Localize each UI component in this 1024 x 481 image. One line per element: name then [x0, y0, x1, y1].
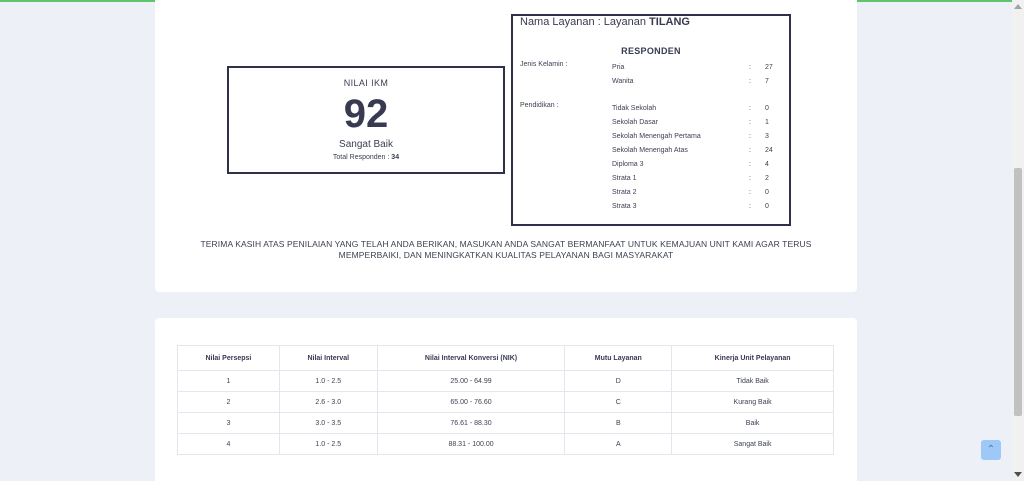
ikm-total-respondents: Total Responden : 34 — [229, 154, 503, 161]
scroll-up-arrow-icon[interactable] — [1014, 4, 1022, 9]
header-nik: Nilai Interval Konversi (NIK) — [376, 345, 566, 371]
education-row: Diploma 3 : 4 — [612, 161, 769, 168]
education-row: Tidak Sekolah : 0 — [612, 105, 769, 112]
gender-row: Pria : 27 — [612, 64, 773, 71]
ikm-title: NILAI IKM — [343, 78, 389, 88]
service-name-value: TILANG — [649, 16, 690, 28]
ikm-value: 92 — [343, 92, 389, 136]
gender-row: Wanita : 7 — [612, 78, 769, 85]
header-nilai-interval: Nilai Interval — [278, 345, 378, 371]
page-scrollbar[interactable] — [1012, 0, 1024, 481]
table-row: 4 1.0 - 2.5 88.31 - 100.00 A Sangat Baik — [177, 433, 834, 455]
gender-label: Jenis Kelamin : — [520, 61, 568, 68]
table-row: 3 3.0 - 3.5 76.61 - 88.30 B Baik — [177, 412, 834, 434]
thank-you-message: TERIMA KASIH ATAS PENILAIAN YANG TELAH A… — [200, 239, 812, 260]
table-row: 2 2.6 - 3.0 65.00 - 76.60 C Kurang Baik — [177, 391, 834, 413]
chevron-up-icon: ⌃ — [986, 444, 996, 455]
header-nilai-persepsi: Nilai Persepsi — [177, 345, 280, 371]
header-mutu-layanan: Mutu Layanan — [564, 345, 673, 371]
ikm-score-box: NILAI IKM 92 Sangat Baik Total Responden… — [227, 66, 505, 174]
respondents-box: Nama Layanan : Layanan TILANG RESPONDEN … — [511, 14, 791, 226]
education-label: Pendidikan : — [520, 102, 559, 109]
service-name: Nama Layanan : Layanan TILANG — [520, 16, 690, 28]
scroll-down-arrow-icon[interactable] — [1014, 472, 1022, 477]
respondents-heading: RESPONDEN — [621, 46, 681, 56]
service-name-label: Nama Layanan : Layanan — [520, 16, 646, 28]
interval-table-card: Nilai Persepsi Nilai Interval Nilai Inte… — [155, 318, 857, 481]
ikm-total-value: 34 — [391, 154, 400, 161]
scroll-to-top-button[interactable]: ⌃ — [981, 440, 1001, 460]
ikm-total-label: Total Responden : — [332, 154, 390, 161]
education-row: Strata 1 : 2 — [612, 175, 769, 182]
table-header-row: Nilai Persepsi Nilai Interval Nilai Inte… — [177, 345, 834, 371]
ikm-summary-card: NILAI IKM 92 Sangat Baik Total Responden… — [155, 0, 857, 292]
ikm-grade: Sangat Baik — [339, 139, 393, 150]
header-kinerja: Kinerja Unit Pelayanan — [671, 345, 834, 371]
table-row: 1 1.0 - 2.5 25.00 - 64.99 D Tidak Baik — [177, 370, 834, 392]
education-row: Sekolah Menengah Pertama : 3 — [612, 133, 769, 140]
education-row: Strata 3 : 0 — [612, 203, 769, 210]
education-row: Sekolah Menengah Atas : 24 — [612, 147, 773, 154]
education-row: Strata 2 : 0 — [612, 189, 769, 196]
interval-table: Nilai Persepsi Nilai Interval Nilai Inte… — [177, 345, 834, 455]
education-row: Sekolah Dasar : 1 — [612, 119, 769, 126]
scrollbar-thumb[interactable] — [1014, 168, 1022, 416]
